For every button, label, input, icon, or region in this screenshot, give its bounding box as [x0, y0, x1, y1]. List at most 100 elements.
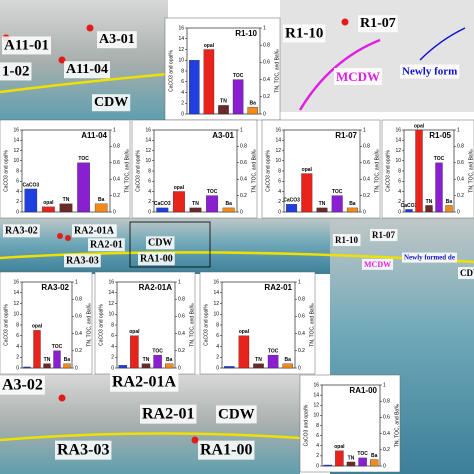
y2-tick-label: 0.6	[178, 314, 185, 320]
y-tick-label: 10	[145, 158, 151, 164]
y-axis-label: CaCO3 and opal%	[3, 304, 9, 346]
y-tick-label: 6	[148, 179, 151, 185]
chart-title: R1-10	[235, 29, 257, 38]
y-tick-label: 2	[216, 355, 219, 361]
bar-label: opal	[174, 185, 185, 191]
y-tick-label: 6	[111, 333, 114, 339]
bar	[141, 363, 151, 369]
station-dot	[65, 235, 71, 241]
y2-tick-label: 0.8	[75, 297, 82, 303]
bar	[42, 206, 55, 213]
y-tick-label: 4	[148, 189, 151, 195]
map-label: Newly form	[402, 66, 457, 78]
y-tick-label: 8	[111, 322, 114, 328]
bar	[323, 464, 333, 467]
bar	[222, 207, 235, 213]
y2-tick-label: 0.4	[298, 331, 305, 337]
y-tick-label: 14	[13, 138, 19, 144]
y-tick-label: 16	[178, 25, 184, 31]
bar-label: TOC	[78, 156, 89, 162]
bar	[232, 79, 244, 115]
y-tick-label: 10	[178, 58, 184, 64]
chart-bg	[381, 119, 474, 219]
bar-label: Ba	[98, 197, 105, 203]
y-tick-label: 6	[16, 333, 19, 339]
map-label: Newly formed de	[404, 254, 455, 262]
y2-tick-label: 0.8	[383, 399, 390, 405]
bar-label: CaCO3	[283, 198, 300, 204]
station-dot	[191, 436, 199, 444]
y2-tick-label: 0.2	[75, 348, 82, 354]
label-box	[458, 267, 474, 280]
y2-tick-label: 0	[363, 209, 366, 215]
y2-axis-label: TN, TOC, and Ba‰	[394, 404, 400, 447]
station-dot	[341, 18, 349, 26]
y-tick-label: 10	[108, 312, 114, 318]
y2-tick-label: 0.2	[178, 348, 185, 354]
bar-label: Ba	[225, 201, 232, 207]
y2-tick-label: 1	[363, 127, 366, 133]
y2-tick-label: 0.8	[363, 144, 370, 150]
label-box	[64, 254, 101, 268]
bar-label: TOC	[52, 344, 63, 350]
y2-tick-label: 1	[263, 25, 266, 31]
y2-tick-label: 0.4	[240, 177, 247, 183]
label-box	[64, 61, 110, 79]
y2-tick-label: 0	[75, 365, 78, 371]
bar	[346, 461, 356, 467]
bar	[415, 129, 423, 213]
bar-label: TOC	[233, 73, 244, 79]
y2-tick-label: 1	[383, 382, 386, 388]
map-label: CDW	[218, 406, 255, 422]
bar-label: Ba	[64, 357, 71, 363]
bar	[189, 60, 200, 115]
y2-tick-label: 0	[178, 365, 181, 371]
bar-label: TN	[220, 99, 227, 105]
y2-tick-label: 0	[263, 111, 266, 117]
bar	[238, 335, 250, 369]
bar	[335, 450, 344, 467]
y-tick-label: 12	[178, 47, 184, 53]
y2-tick-label: 0.4	[113, 177, 120, 183]
map-label: R1-07	[372, 230, 395, 240]
chart-bg	[199, 271, 316, 375]
bar	[316, 207, 328, 213]
y-tick-label: 12	[313, 403, 319, 409]
bar-label: opal	[43, 200, 54, 206]
y-tick-label: 2	[16, 199, 19, 205]
y-tick-label: 2	[16, 355, 19, 361]
bar	[164, 363, 174, 369]
y2-tick-label: 0.4	[363, 177, 370, 183]
y2-tick-label: 0.2	[263, 94, 270, 100]
y-tick-label: 4	[181, 90, 184, 96]
y-tick-label: 6	[216, 333, 219, 339]
y2-tick-label: 0	[113, 209, 116, 215]
bar	[286, 204, 298, 213]
front-line	[0, 251, 474, 264]
bar	[59, 203, 73, 213]
label-box	[400, 64, 460, 79]
y-tick-label: 2	[111, 355, 114, 361]
y-tick-label: 0	[398, 209, 401, 215]
bar	[331, 195, 343, 213]
y-tick-label: 12	[213, 301, 219, 307]
y-tick-label: 6	[16, 179, 19, 185]
bar	[94, 203, 108, 213]
bar	[172, 191, 185, 213]
label-box	[0, 375, 45, 395]
y2-tick-label: 0.2	[240, 193, 247, 199]
map-label: R1-10	[285, 25, 323, 41]
y-tick-label: 6	[316, 433, 319, 439]
y2-tick-label: 0.8	[178, 297, 185, 303]
bar	[77, 162, 90, 213]
y2-axis-label: TN, TOC, and Ba‰	[189, 303, 195, 346]
bar-label: CaCO3	[401, 203, 418, 209]
bar	[153, 354, 162, 369]
chart-title: A11-04	[81, 131, 107, 140]
map-label: A11-04	[66, 62, 108, 77]
station-dot	[57, 233, 63, 239]
bar-label: Ba	[284, 357, 291, 363]
map-label: RA3-03	[57, 442, 109, 459]
